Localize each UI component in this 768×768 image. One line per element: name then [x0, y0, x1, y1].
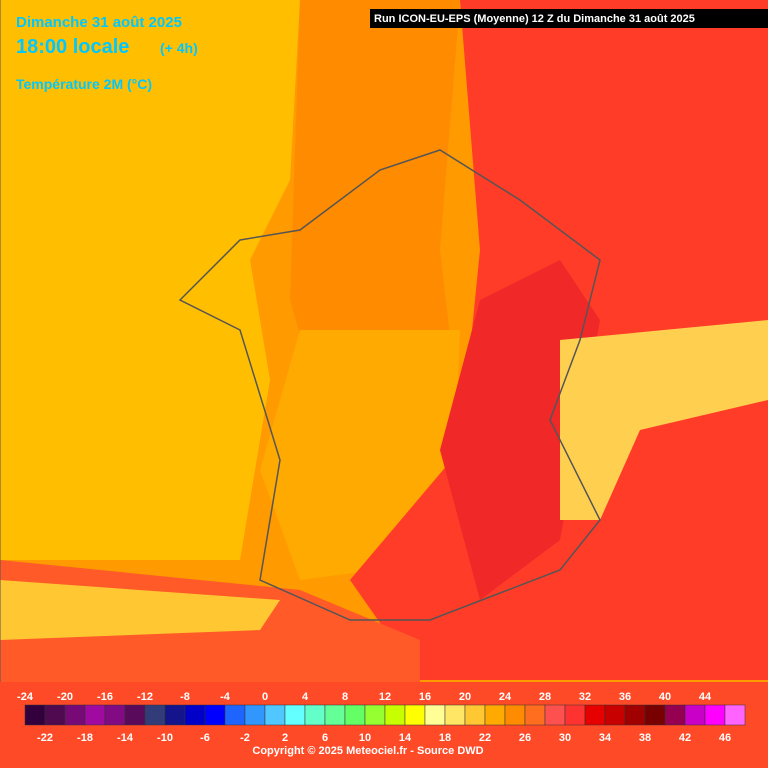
legend-swatch	[44, 704, 66, 726]
legend-label: -2	[240, 732, 250, 744]
legend: -24-22-20-18-16-14-12-10-8-6-4-202468101…	[17, 691, 746, 744]
legend-label: -22	[37, 732, 53, 744]
legend-swatch	[484, 704, 506, 726]
legend-swatch	[264, 704, 286, 726]
legend-label: 18	[439, 732, 451, 744]
legend-swatch	[164, 704, 186, 726]
legend-label: 2	[282, 732, 288, 744]
legend-label: 22	[479, 732, 491, 744]
legend-swatch	[584, 704, 606, 726]
time: 18:00 locale	[16, 36, 129, 58]
legend-swatch	[704, 704, 726, 726]
legend-label: 46	[719, 732, 731, 744]
legend-swatch	[304, 704, 326, 726]
legend-swatch	[344, 704, 366, 726]
legend-swatch	[564, 704, 586, 726]
legend-label: 36	[619, 691, 631, 703]
legend-label: -14	[117, 732, 134, 744]
legend-swatch	[284, 704, 306, 726]
legend-label: -16	[97, 691, 113, 703]
legend-swatch	[224, 704, 246, 726]
legend-swatch	[524, 704, 546, 726]
copyright: Copyright © 2025 Meteociel.fr - Source D…	[252, 745, 483, 757]
legend-label: 4	[302, 691, 309, 703]
legend-label: -24	[17, 691, 34, 703]
legend-swatch	[64, 704, 86, 726]
run-banner	[370, 9, 768, 28]
legend-swatch	[444, 704, 466, 726]
legend-swatch	[364, 704, 386, 726]
legend-swatch	[244, 704, 266, 726]
legend-label: 38	[639, 732, 651, 744]
legend-label: 14	[399, 732, 412, 744]
legend-label: 26	[519, 732, 531, 744]
legend-swatch	[624, 704, 646, 726]
legend-swatch	[104, 704, 126, 726]
legend-swatch	[184, 704, 206, 726]
legend-label: 44	[699, 691, 712, 703]
legend-swatch	[544, 704, 566, 726]
legend-label: 12	[379, 691, 391, 703]
legend-label: 32	[579, 691, 591, 703]
legend-label: 30	[559, 732, 571, 744]
legend-label: -20	[57, 691, 73, 703]
legend-label: 42	[679, 732, 691, 744]
legend-swatch	[644, 704, 666, 726]
legend-label: 28	[539, 691, 551, 703]
alps	[560, 320, 768, 520]
legend-label: -18	[77, 732, 93, 744]
legend-label: 6	[322, 732, 328, 744]
legend-label: 40	[659, 691, 671, 703]
legend-swatch	[724, 704, 746, 726]
variable: Température 2M (°C)	[16, 76, 152, 92]
legend-swatch	[504, 704, 526, 726]
legend-swatch	[124, 704, 146, 726]
legend-label: 24	[499, 691, 512, 703]
legend-swatch	[684, 704, 706, 726]
offset: (+ 4h)	[160, 40, 198, 56]
legend-swatch	[604, 704, 626, 726]
france-border	[178, 149, 601, 621]
legend-swatch	[464, 704, 486, 726]
legend-swatch	[664, 704, 686, 726]
legend-label: -4	[220, 691, 231, 703]
legend-label: 0	[262, 691, 268, 703]
legend-swatch	[204, 704, 226, 726]
legend-swatch	[424, 704, 446, 726]
legend-label: 20	[459, 691, 471, 703]
legend-swatch	[384, 704, 406, 726]
legend-label: -10	[157, 732, 173, 744]
date: Dimanche 31 août 2025	[16, 14, 182, 31]
legend-label: 16	[419, 691, 431, 703]
legend-swatch	[404, 704, 426, 726]
legend-label: -8	[180, 691, 190, 703]
legend-label: 8	[342, 691, 348, 703]
legend-swatch	[324, 704, 346, 726]
run-info: Run ICON-EU-EPS (Moyenne) 12 Z du Dimanc…	[374, 13, 695, 25]
legend-label: 34	[599, 732, 612, 744]
sea-west	[0, 0, 300, 560]
legend-label: 10	[359, 732, 371, 744]
cantabria	[0, 580, 280, 640]
legend-swatch	[144, 704, 166, 726]
legend-swatch	[24, 704, 46, 726]
legend-swatch	[84, 704, 106, 726]
legend-label: -12	[137, 691, 153, 703]
legend-label: -6	[200, 732, 210, 744]
